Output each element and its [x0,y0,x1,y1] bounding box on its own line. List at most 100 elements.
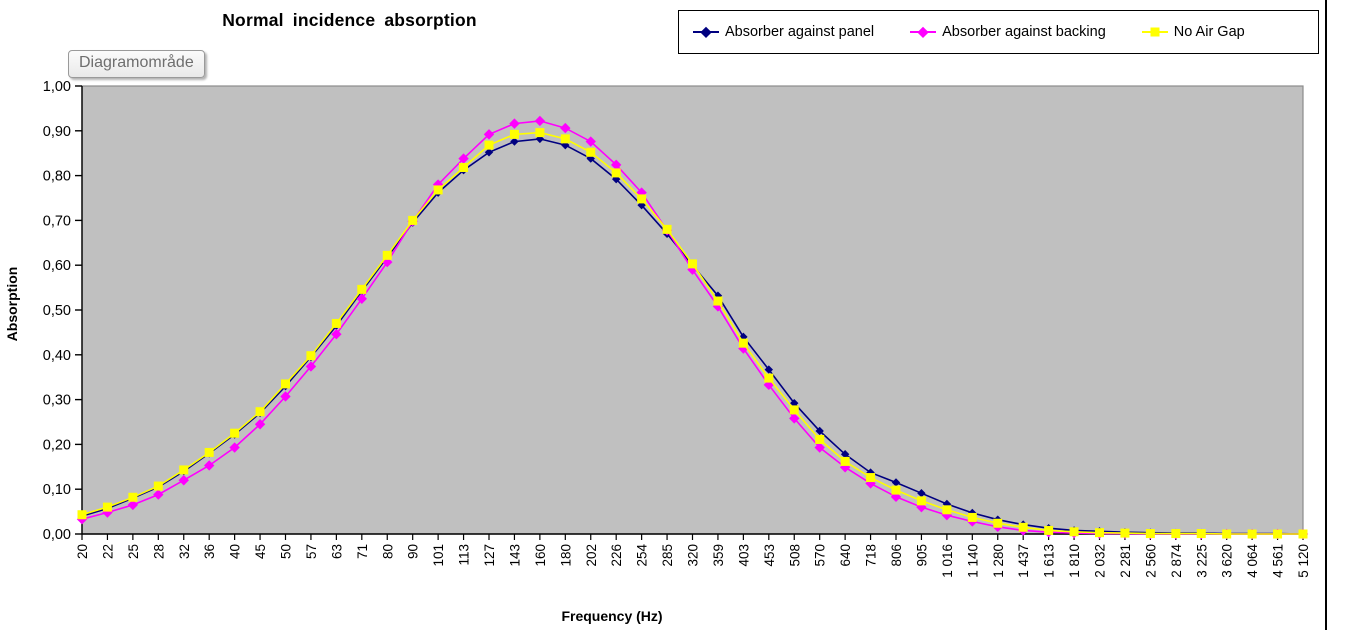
data-point-diamond[interactable] [790,398,799,408]
data-point-diamond[interactable] [458,153,469,164]
data-point-square[interactable] [967,512,977,522]
data-point-square[interactable] [102,502,112,512]
data-point-diamond[interactable] [789,413,800,424]
data-point-diamond[interactable] [331,328,342,340]
data-point-square[interactable] [281,379,290,389]
data-point-square[interactable] [382,250,392,260]
data-point-square[interactable] [230,428,240,438]
data-point-square[interactable] [509,129,519,139]
data-point-diamond[interactable] [203,460,215,471]
data-point-square[interactable] [738,338,748,348]
data-point-square[interactable] [662,224,672,234]
y-tick-label: 0,70 [43,213,71,229]
data-point-square[interactable] [204,447,214,457]
data-point-diamond[interactable] [127,499,139,511]
x-tick-label: 226 [609,544,624,567]
data-point-diamond[interactable] [815,426,824,436]
data-point-diamond[interactable] [305,361,317,372]
legend-marker-diamond-icon [693,26,719,38]
legend-label: Absorber against panel [725,24,875,40]
data-point-square[interactable] [891,485,901,495]
data-point-square[interactable] [153,481,163,491]
x-tick-label: 22 [100,544,115,559]
data-point-square[interactable] [866,473,876,483]
data-point-square[interactable] [688,259,697,269]
x-tick-label: 143 [507,544,522,567]
data-point-diamond[interactable] [891,478,901,487]
series-no-air-gap[interactable] [77,128,1308,539]
data-point-square[interactable] [611,168,621,178]
data-point-diamond[interactable] [432,179,444,190]
data-point-square[interactable] [1247,529,1257,539]
x-axis-title[interactable]: Frequency (Hz) [561,608,663,624]
data-point-diamond[interactable] [178,475,189,486]
data-point-square[interactable] [993,518,1003,528]
data-point-square[interactable] [459,163,469,173]
data-point-diamond[interactable] [764,365,774,374]
data-point-diamond[interactable] [229,442,240,453]
data-point-square[interactable] [1273,529,1283,539]
data-point-diamond[interactable] [840,450,850,459]
data-point-square[interactable] [1018,522,1028,532]
data-point-square[interactable] [1222,529,1232,539]
data-point-square[interactable] [815,434,825,444]
data-point-square[interactable] [255,407,265,417]
x-tick-label: 127 [482,544,497,567]
x-tick-label: 2 874 [1169,544,1184,578]
data-point-square[interactable] [433,185,443,195]
data-point-diamond[interactable] [610,159,622,171]
data-point-square[interactable] [637,194,647,204]
data-point-square[interactable] [840,456,850,466]
data-point-square[interactable] [789,405,799,415]
chart-title[interactable]: Normal incidence absorption [222,10,477,30]
data-point-diamond[interactable] [510,137,519,146]
legend-item-no-air-gap[interactable]: No Air Gap [1141,24,1245,40]
x-tick-label: 3 620 [1220,544,1235,578]
x-tick-label: 508 [787,544,802,567]
data-point-diamond[interactable] [585,136,596,147]
data-point-diamond[interactable] [254,419,266,430]
data-point-square[interactable] [713,296,723,306]
legend[interactable]: Absorber against panel Absorber against … [678,10,1319,54]
data-point-square[interactable] [484,140,494,150]
data-point-square[interactable] [128,492,138,502]
data-point-square[interactable] [1120,528,1130,538]
data-point-square[interactable] [1171,529,1181,539]
data-point-square[interactable] [357,284,367,294]
legend-marker-square-icon [1141,26,1168,38]
data-point-diamond[interactable] [814,442,825,453]
data-point-diamond[interactable] [917,489,926,498]
data-point-square[interactable] [586,147,596,157]
data-point-diamond[interactable] [153,489,164,500]
plot-area[interactable] [81,85,1304,535]
y-axis-title[interactable]: Absorption [4,266,20,342]
data-point-diamond[interactable] [534,115,546,127]
y-axis-ticks: 0,00 0,10 0,20 0,30 0,40 0,50 0,60 0,70 0,80 0,90… [43,79,82,543]
data-point-square[interactable] [560,134,570,144]
data-point-square[interactable] [331,318,341,328]
data-point-square[interactable] [1196,529,1206,539]
data-point-square[interactable] [179,465,189,475]
data-point-square[interactable] [306,351,316,361]
data-point-square[interactable] [1145,529,1155,539]
x-tick-label: 1 613 [1042,544,1057,578]
data-point-diamond[interactable] [509,118,520,129]
data-point-diamond[interactable] [280,391,291,402]
data-point-square[interactable] [1044,525,1054,535]
data-point-square[interactable] [1095,528,1104,538]
data-point-square[interactable] [535,128,545,138]
data-point-square[interactable] [1069,527,1079,537]
data-point-diamond[interactable] [356,293,368,304]
data-point-diamond[interactable] [560,122,571,134]
legend-item-absorber-against-panel[interactable]: Absorber against panel [693,24,874,40]
data-point-square[interactable] [916,496,926,506]
data-point-square[interactable] [408,215,418,225]
data-point-square[interactable] [764,373,774,383]
data-point-square[interactable] [77,510,87,520]
legend-item-absorber-against-backing[interactable]: Absorber against backing [910,24,1106,40]
data-point-diamond[interactable] [483,129,495,140]
data-point-square[interactable] [942,505,952,515]
data-point-diamond[interactable] [484,148,494,157]
data-point-square[interactable] [1298,529,1308,539]
